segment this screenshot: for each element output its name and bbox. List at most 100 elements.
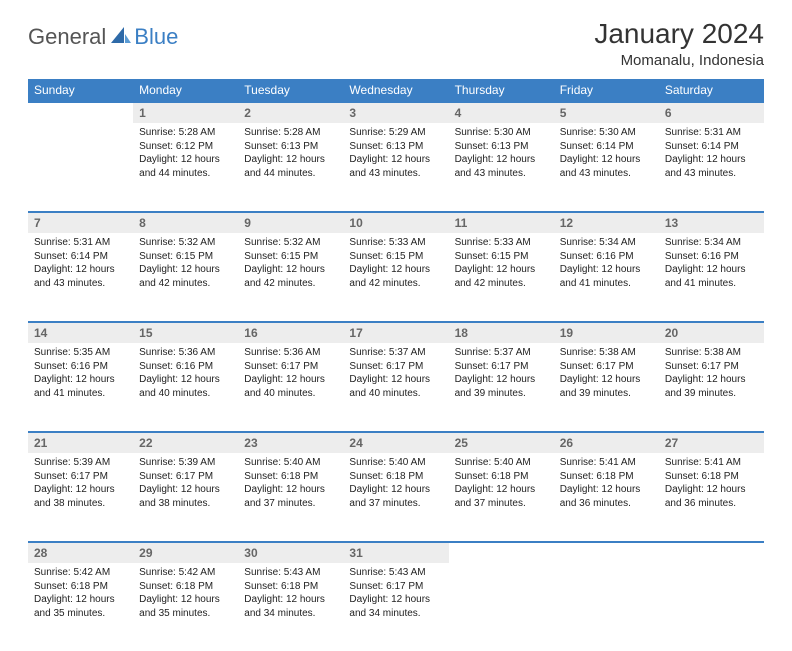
sunrise-text: Sunrise: 5:35 AM xyxy=(34,346,127,360)
day-cell: Sunrise: 5:35 AMSunset: 6:16 PMDaylight:… xyxy=(28,343,133,431)
daynum-cell: 28 xyxy=(28,541,133,563)
day-number: 27 xyxy=(659,431,764,453)
daynum-cell: 27 xyxy=(659,431,764,453)
sunset-text: Sunset: 6:15 PM xyxy=(455,250,548,264)
day-number: 2 xyxy=(238,101,343,123)
day-number: 7 xyxy=(28,211,133,233)
page-header: General Blue January 2024 Momanalu, Indo… xyxy=(28,18,764,69)
daynum-cell: 21 xyxy=(28,431,133,453)
daylight-text: Daylight: 12 hours and 44 minutes. xyxy=(244,153,337,180)
day-cell: Sunrise: 5:42 AMSunset: 6:18 PMDaylight:… xyxy=(133,563,238,651)
daynum-cell: 25 xyxy=(449,431,554,453)
daylight-text: Daylight: 12 hours and 35 minutes. xyxy=(139,593,232,620)
week-row: Sunrise: 5:28 AMSunset: 6:12 PMDaylight:… xyxy=(28,123,764,211)
sunset-text: Sunset: 6:14 PM xyxy=(34,250,127,264)
sunrise-text: Sunrise: 5:43 AM xyxy=(349,566,442,580)
day-details: Sunrise: 5:40 AMSunset: 6:18 PMDaylight:… xyxy=(449,453,554,516)
sunrise-text: Sunrise: 5:32 AM xyxy=(244,236,337,250)
weekday-header: Monday xyxy=(133,79,238,101)
day-details: Sunrise: 5:37 AMSunset: 6:17 PMDaylight:… xyxy=(343,343,448,406)
daylight-text: Daylight: 12 hours and 38 minutes. xyxy=(34,483,127,510)
weekday-header: Thursday xyxy=(449,79,554,101)
daynum-cell: 15 xyxy=(133,321,238,343)
sunset-text: Sunset: 6:16 PM xyxy=(139,360,232,374)
day-details: Sunrise: 5:34 AMSunset: 6:16 PMDaylight:… xyxy=(554,233,659,296)
day-number: 26 xyxy=(554,431,659,453)
week-row: Sunrise: 5:39 AMSunset: 6:17 PMDaylight:… xyxy=(28,453,764,541)
weekday-header: Saturday xyxy=(659,79,764,101)
sunset-text: Sunset: 6:18 PM xyxy=(139,580,232,594)
daylight-text: Daylight: 12 hours and 42 minutes. xyxy=(139,263,232,290)
day-number: 13 xyxy=(659,211,764,233)
day-cell: Sunrise: 5:33 AMSunset: 6:15 PMDaylight:… xyxy=(449,233,554,321)
sunset-text: Sunset: 6:18 PM xyxy=(349,470,442,484)
day-number: 30 xyxy=(238,541,343,563)
sunrise-text: Sunrise: 5:37 AM xyxy=(349,346,442,360)
sunset-text: Sunset: 6:13 PM xyxy=(349,140,442,154)
page-subtitle: Momanalu, Indonesia xyxy=(594,52,764,69)
logo: General Blue xyxy=(28,18,178,50)
sunset-text: Sunset: 6:13 PM xyxy=(455,140,548,154)
daylight-text: Daylight: 12 hours and 35 minutes. xyxy=(34,593,127,620)
daynum-row: 21222324252627 xyxy=(28,431,764,453)
logo-sail-icon xyxy=(110,26,132,49)
daylight-text: Daylight: 12 hours and 37 minutes. xyxy=(244,483,337,510)
daynum-cell: 20 xyxy=(659,321,764,343)
daynum-cell: 8 xyxy=(133,211,238,233)
day-number: 20 xyxy=(659,321,764,343)
daylight-text: Daylight: 12 hours and 37 minutes. xyxy=(349,483,442,510)
day-details: Sunrise: 5:41 AMSunset: 6:18 PMDaylight:… xyxy=(659,453,764,516)
day-cell xyxy=(449,563,554,651)
daylight-text: Daylight: 12 hours and 42 minutes. xyxy=(455,263,548,290)
daynum-row: 28293031 xyxy=(28,541,764,563)
sunset-text: Sunset: 6:14 PM xyxy=(560,140,653,154)
day-details: Sunrise: 5:42 AMSunset: 6:18 PMDaylight:… xyxy=(28,563,133,626)
day-cell: Sunrise: 5:41 AMSunset: 6:18 PMDaylight:… xyxy=(554,453,659,541)
day-number: 18 xyxy=(449,321,554,343)
day-number: 8 xyxy=(133,211,238,233)
daylight-text: Daylight: 12 hours and 40 minutes. xyxy=(349,373,442,400)
daynum-cell xyxy=(554,541,659,563)
day-cell: Sunrise: 5:34 AMSunset: 6:16 PMDaylight:… xyxy=(554,233,659,321)
daylight-text: Daylight: 12 hours and 38 minutes. xyxy=(139,483,232,510)
daynum-row: 78910111213 xyxy=(28,211,764,233)
daynum-cell: 11 xyxy=(449,211,554,233)
day-number: 1 xyxy=(133,101,238,123)
day-cell: Sunrise: 5:39 AMSunset: 6:17 PMDaylight:… xyxy=(28,453,133,541)
day-details: Sunrise: 5:32 AMSunset: 6:15 PMDaylight:… xyxy=(238,233,343,296)
daynum-cell: 31 xyxy=(343,541,448,563)
daynum-cell: 19 xyxy=(554,321,659,343)
day-cell: Sunrise: 5:36 AMSunset: 6:17 PMDaylight:… xyxy=(238,343,343,431)
daylight-text: Daylight: 12 hours and 34 minutes. xyxy=(244,593,337,620)
day-cell: Sunrise: 5:40 AMSunset: 6:18 PMDaylight:… xyxy=(449,453,554,541)
day-number: 28 xyxy=(28,541,133,563)
day-details: Sunrise: 5:38 AMSunset: 6:17 PMDaylight:… xyxy=(554,343,659,406)
day-details: Sunrise: 5:31 AMSunset: 6:14 PMDaylight:… xyxy=(659,123,764,186)
day-cell xyxy=(659,563,764,651)
day-number: 14 xyxy=(28,321,133,343)
day-cell: Sunrise: 5:37 AMSunset: 6:17 PMDaylight:… xyxy=(449,343,554,431)
daylight-text: Daylight: 12 hours and 43 minutes. xyxy=(34,263,127,290)
daylight-text: Daylight: 12 hours and 39 minutes. xyxy=(455,373,548,400)
daylight-text: Daylight: 12 hours and 34 minutes. xyxy=(349,593,442,620)
day-number: 12 xyxy=(554,211,659,233)
sunset-text: Sunset: 6:18 PM xyxy=(560,470,653,484)
sunset-text: Sunset: 6:17 PM xyxy=(349,360,442,374)
sunrise-text: Sunrise: 5:41 AM xyxy=(665,456,758,470)
sunrise-text: Sunrise: 5:31 AM xyxy=(34,236,127,250)
daylight-text: Daylight: 12 hours and 43 minutes. xyxy=(455,153,548,180)
day-details: Sunrise: 5:43 AMSunset: 6:18 PMDaylight:… xyxy=(238,563,343,626)
day-number: 17 xyxy=(343,321,448,343)
day-cell: Sunrise: 5:37 AMSunset: 6:17 PMDaylight:… xyxy=(343,343,448,431)
sunrise-text: Sunrise: 5:28 AM xyxy=(139,126,232,140)
day-number: 22 xyxy=(133,431,238,453)
sunrise-text: Sunrise: 5:43 AM xyxy=(244,566,337,580)
day-details: Sunrise: 5:33 AMSunset: 6:15 PMDaylight:… xyxy=(449,233,554,296)
day-cell: Sunrise: 5:32 AMSunset: 6:15 PMDaylight:… xyxy=(238,233,343,321)
day-details: Sunrise: 5:30 AMSunset: 6:13 PMDaylight:… xyxy=(449,123,554,186)
daylight-text: Daylight: 12 hours and 41 minutes. xyxy=(34,373,127,400)
day-cell xyxy=(554,563,659,651)
day-cell: Sunrise: 5:30 AMSunset: 6:13 PMDaylight:… xyxy=(449,123,554,211)
sunset-text: Sunset: 6:15 PM xyxy=(139,250,232,264)
sunset-text: Sunset: 6:13 PM xyxy=(244,140,337,154)
